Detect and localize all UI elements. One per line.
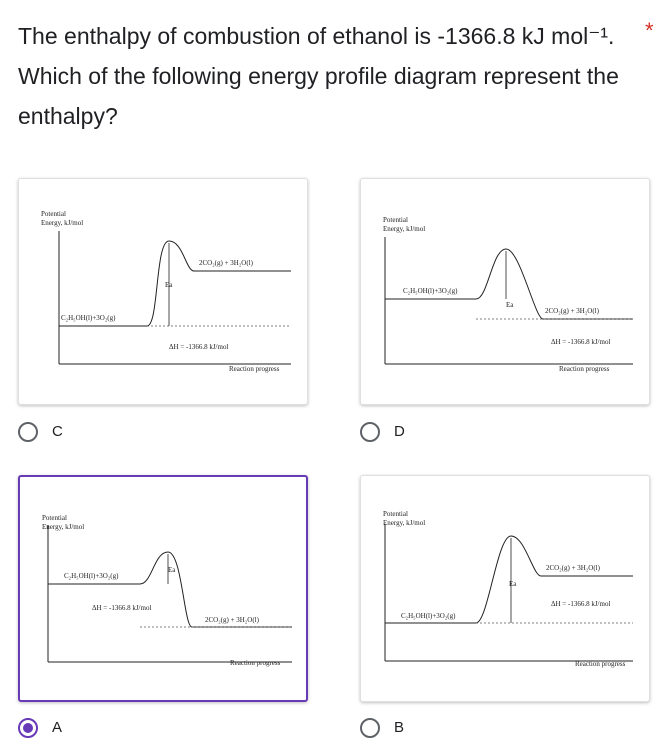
y-axis-label: Energy, kJ/mol	[383, 225, 425, 233]
radio-ring	[18, 422, 38, 442]
y-axis-label: Potential	[41, 210, 66, 218]
reactants-label: C₂H₅OH(l)+3O₂(g)	[403, 287, 458, 295]
reactants-label: C₂H₅OH(l)+3O₂(g)	[401, 612, 456, 620]
ea-label: Ea	[509, 580, 517, 588]
option-image[interactable]: Potential Energy, kJ/mol C₂H₅OH(l)+3O₂(g) 2…	[18, 475, 308, 702]
radio-button[interactable]	[359, 421, 381, 443]
y-axis-label: Energy, kJ/mol	[383, 519, 425, 527]
energy-curve	[385, 535, 633, 624]
delta-h-label: ΔH = -1366.8 kJ/mol	[92, 604, 151, 612]
option-image[interactable]: Potential Energy, kJ/mol C₂H₅OH(l)+3O₂(g) 2…	[360, 178, 650, 405]
radio-ring	[18, 718, 38, 738]
radio-button[interactable]	[359, 717, 381, 739]
y-axis-label: Potential	[383, 510, 408, 518]
radio-dot	[23, 723, 33, 733]
energy-curve	[59, 240, 291, 327]
option-label[interactable]: B	[394, 719, 405, 736]
y-axis-label: Potential	[383, 216, 408, 224]
option-label[interactable]: C	[52, 423, 63, 440]
x-axis-label: Reaction progress	[230, 659, 281, 667]
x-axis-label: Reaction progress	[575, 660, 626, 668]
option-image[interactable]: Potential Energy, kJ/mol C₂H₅OH(l)+3O₂(g) 2…	[360, 475, 650, 702]
ea-label: Ea	[506, 301, 514, 309]
ea-label: Ea	[165, 281, 173, 289]
delta-h-label: ΔH = -1366.8 kJ/mol	[169, 343, 228, 351]
required-mark: *	[645, 18, 654, 43]
products-label: 2CO₂(g) + 3H₂O(l)	[545, 307, 600, 315]
option-image[interactable]: Potential Energy, kJ/mol C₂H₅OH(l)+3O₂(g) 2…	[18, 178, 308, 405]
y-axis-label: Energy, kJ/mol	[41, 219, 83, 227]
delta-h-label: ΔH = -1366.8 kJ/mol	[551, 600, 610, 608]
radio-button[interactable]	[17, 421, 39, 443]
products-label: 2CO₂(g) + 3H₂O(l)	[546, 564, 601, 572]
products-label: 2CO₂(g) + 3H₂O(l)	[199, 259, 254, 267]
x-axis-label: Reaction progress	[559, 365, 610, 373]
y-axis-label: Potential	[42, 514, 67, 522]
delta-h-label: ΔH = -1366.8 kJ/mol	[551, 338, 610, 346]
reactants-label: C₂H₅OH(l)+3O₂(g)	[64, 572, 119, 580]
energy-curve	[385, 248, 633, 320]
ea-label: Ea	[168, 566, 176, 574]
question-text: The enthalpy of combustion of ethanol is…	[18, 23, 619, 129]
x-axis-label: Reaction progress	[229, 365, 280, 373]
radio-ring	[360, 718, 380, 738]
option-label[interactable]: D	[394, 423, 405, 440]
option-label[interactable]: A	[52, 719, 63, 736]
y-axis-label: Energy, kJ/mol	[42, 523, 84, 531]
radio-ring	[360, 422, 380, 442]
reactants-label: C₂H₅OH(l)+3O₂(g)	[61, 314, 116, 322]
energy-curve	[48, 551, 292, 628]
radio-button[interactable]	[17, 717, 39, 739]
products-label: 2CO₂(g) + 3H₂O(l)	[205, 616, 260, 624]
